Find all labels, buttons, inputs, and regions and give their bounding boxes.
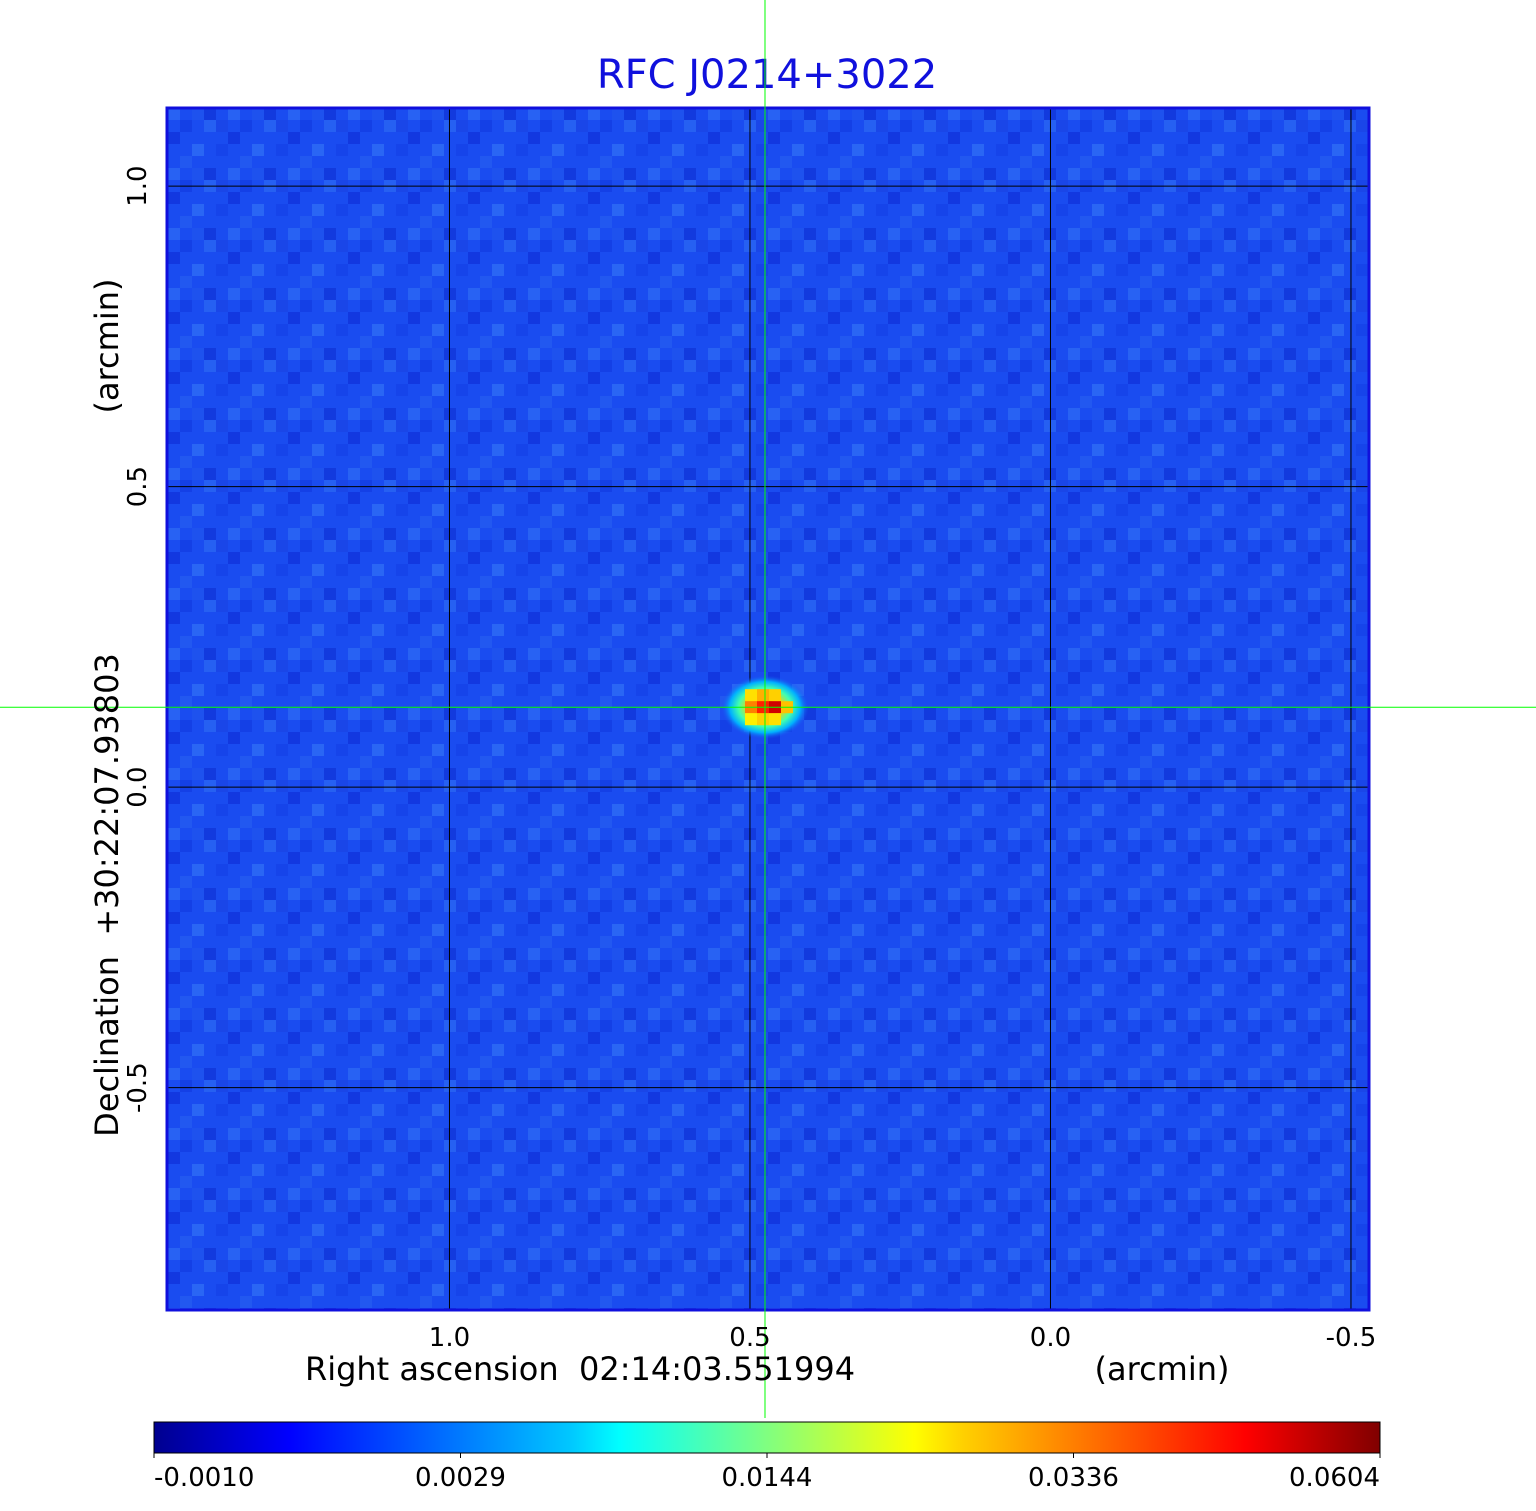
colorbar-tick-label-0: -0.0010: [154, 1463, 254, 1493]
source-pixel-9: [768, 713, 781, 726]
x-axis-unit: (arcmin): [1095, 1350, 1230, 1388]
y-tick-labels: 1.0 0.5 0.0 -0.5: [123, 165, 153, 1113]
chart-title: RFC J0214+3022: [597, 52, 937, 98]
source-pixel-0: [744, 689, 757, 702]
source-pixel-2: [768, 689, 781, 702]
y-tick-label-2: 0.0: [123, 766, 153, 807]
source-pixel-8: [756, 713, 769, 726]
crosshair: [0, 0, 1536, 1418]
x-axis-label: Right ascension 02:14:03.551994: [305, 1350, 855, 1388]
y-axis-label: Declination +30:22:07.93803: [88, 653, 126, 1137]
x-tick-label-3: -0.5: [1326, 1323, 1377, 1353]
y-tick-label-3: -0.5: [123, 1062, 153, 1113]
y-axis-unit: (arcmin): [88, 279, 126, 414]
colorbar-tick-label-2: 0.0144: [722, 1463, 813, 1493]
y-tick-label-1: 0.5: [123, 466, 153, 507]
source-pixel-7: [744, 713, 757, 726]
plot-frame: [165, 106, 1371, 1312]
y-tick-label-0: 1.0: [123, 165, 153, 206]
x-tick-labels: 1.0 0.5 0.0 -0.5: [429, 1323, 1377, 1353]
colorbar-tick-label-4: 0.0604: [1289, 1463, 1380, 1493]
x-tick-label-2: 0.0: [1030, 1323, 1071, 1353]
source-pixel-1: [756, 689, 769, 702]
colorbar-tick-labels: -0.0010 0.0029 0.0144 0.0336 0.0604: [153, 1453, 1381, 1493]
colorbar: [153, 1421, 1381, 1454]
x-tick-label-0: 1.0: [429, 1323, 470, 1353]
colorbar-tick-label-1: 0.0029: [415, 1463, 506, 1493]
x-tick-label-1: 0.5: [729, 1323, 770, 1353]
colorbar-tick-label-3: 0.0336: [1028, 1463, 1119, 1493]
